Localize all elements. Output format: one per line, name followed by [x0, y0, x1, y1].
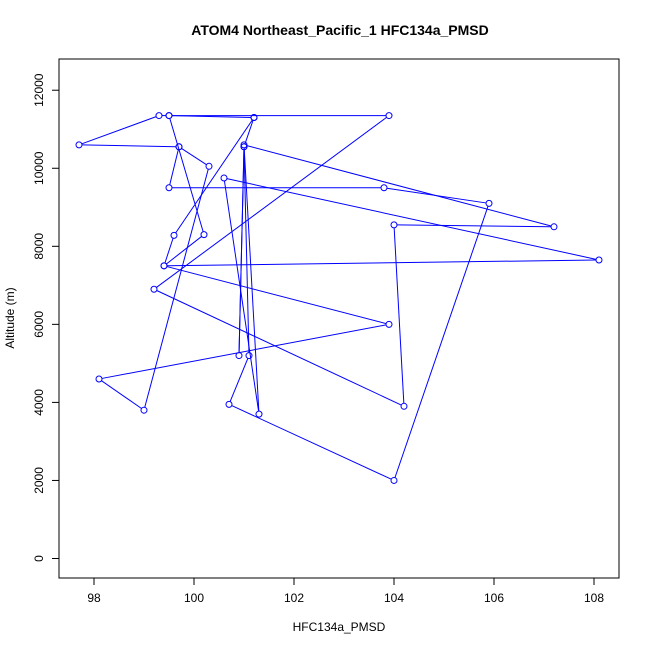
data-point: [595, 256, 603, 264]
x-axis: 98 100 102 104 106 108: [87, 577, 604, 605]
series-segment: [226, 178, 597, 260]
series-segment: [81, 144, 177, 148]
x-tick-label: 102: [284, 591, 304, 605]
series-segment: [223, 180, 260, 412]
series-segment: [243, 149, 250, 353]
y-tick-label: 12000: [32, 73, 46, 107]
series-segment: [166, 236, 202, 265]
data-point: [385, 320, 393, 328]
x-tick-label: 108: [584, 591, 604, 605]
y-axis-label: Altitude (m): [3, 287, 17, 348]
data-point: [160, 262, 168, 270]
series-segment: [394, 206, 489, 478]
data-point: [400, 402, 408, 410]
data-point: [140, 406, 148, 414]
series-segment: [243, 147, 260, 412]
series-segment: [231, 405, 392, 480]
x-tick-label: 100: [184, 591, 204, 605]
data-point: [550, 223, 558, 231]
data-point: [255, 410, 263, 418]
data-point: [200, 231, 208, 239]
data-point: [250, 114, 258, 122]
series-segment: [246, 145, 552, 227]
data-point: [75, 141, 83, 149]
series-segment: [386, 187, 487, 204]
y-tick-label: 2000: [32, 467, 46, 494]
x-tick-label: 104: [384, 591, 404, 605]
series-segment: [166, 259, 597, 267]
series-segment: [156, 290, 402, 406]
series-segment: [156, 116, 387, 288]
data-point: [220, 174, 228, 182]
y-tick-label: 10000: [32, 151, 46, 185]
data-point: [485, 199, 493, 207]
y-tick-label: 0: [32, 555, 46, 562]
series-segment: [166, 266, 387, 325]
series-segment: [175, 119, 253, 234]
series-segment: [181, 148, 207, 166]
chart-title: ATOM4 Northeast_Pacific_1 HFC134a_PMSD: [191, 22, 488, 38]
data-point: [235, 352, 243, 360]
data-point: [390, 221, 398, 229]
series-segment: [169, 149, 179, 185]
y-tick-label: 6000: [32, 311, 46, 338]
data-point: [165, 184, 173, 192]
series-segment: [164, 238, 174, 264]
data-point: [390, 476, 398, 484]
series-segment: [81, 116, 157, 145]
y-tick-label: 4000: [32, 389, 46, 416]
y-tick-label: 8000: [32, 233, 46, 260]
data-point: [165, 112, 173, 120]
data-point: [380, 184, 388, 192]
data-point: [95, 375, 103, 383]
data-point: [245, 352, 253, 360]
series-segment: [101, 380, 142, 409]
series-segment: [229, 358, 249, 402]
series-segment: [144, 169, 209, 408]
data-point: [155, 112, 163, 120]
data-point: [150, 285, 158, 293]
series-segment: [101, 324, 387, 379]
series-segment: [396, 224, 552, 228]
series-points: [75, 112, 603, 484]
data-point: [240, 141, 248, 149]
x-axis-label: HFC134a_PMSD: [293, 620, 386, 634]
data-point: [225, 400, 233, 408]
data-point: [170, 231, 178, 239]
data-point: [175, 143, 183, 151]
data-point: [240, 143, 248, 151]
x-tick-label: 98: [87, 591, 101, 605]
series-segment: [238, 149, 245, 353]
x-tick-label: 106: [484, 591, 504, 605]
series-segment: [244, 120, 254, 145]
series-lines: [81, 115, 597, 480]
series-segment: [393, 227, 405, 404]
series-segment: [169, 118, 204, 232]
data-point: [385, 112, 393, 120]
data-point: [205, 162, 213, 170]
y-axis: 0 2000 4000 6000 8000 10000 12000: [32, 73, 60, 562]
